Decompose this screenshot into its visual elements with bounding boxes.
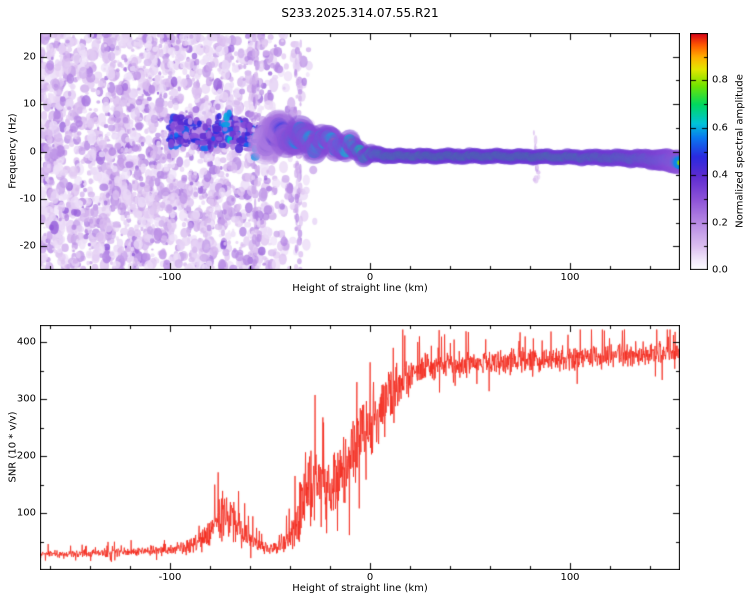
spectrogram-plot: [40, 33, 680, 270]
spectrogram-x-tick-label: 100: [560, 272, 580, 283]
spectrogram-x-tick-label: 0: [366, 272, 374, 283]
spectrogram-ylabel: Frequency (Hz): [7, 113, 19, 189]
snr-y-tick-label: 400: [16, 336, 36, 348]
colorbar-label: Normalized spectral amplitude: [734, 74, 746, 228]
spectrogram-y-tick-label: 10: [23, 98, 36, 110]
snr-x-tick-label: 100: [560, 572, 580, 583]
colorbar-tick-label: 0.4: [712, 169, 728, 181]
snr-y-tick-label: 100: [16, 507, 36, 519]
colorbar-tick-label: 0.2: [712, 217, 728, 229]
snr-y-tick-label: 300: [16, 393, 36, 405]
spectrogram-y-tick-label: -10: [19, 193, 36, 205]
colorbar-tick-label: 0.0: [712, 264, 728, 276]
snr-xlabel: Height of straight line (km): [292, 583, 428, 594]
spectrogram-xlabel: Height of straight line (km): [292, 283, 428, 294]
snr-x-tick-label: 0: [366, 572, 374, 583]
snr-plot: [40, 325, 680, 570]
snr-y-tick-label: 200: [16, 450, 36, 462]
spectrogram-y-tick-label: 0: [29, 146, 36, 157]
colorbar-tick-label: 0.6: [712, 122, 728, 134]
colorbar-tick-label: 0.8: [712, 74, 728, 86]
spectrogram-x-tick-label: -100: [158, 272, 182, 283]
figure-title: S233.2025.314.07.55.R21: [281, 6, 439, 20]
spectrogram-y-tick-label: 20: [23, 51, 36, 63]
snr-x-tick-label: -100: [158, 572, 182, 583]
colorbar: [690, 33, 708, 270]
snr-ylabel: SNR (10 * v/v): [7, 411, 19, 483]
spectrogram-y-tick-label: -20: [19, 240, 36, 252]
